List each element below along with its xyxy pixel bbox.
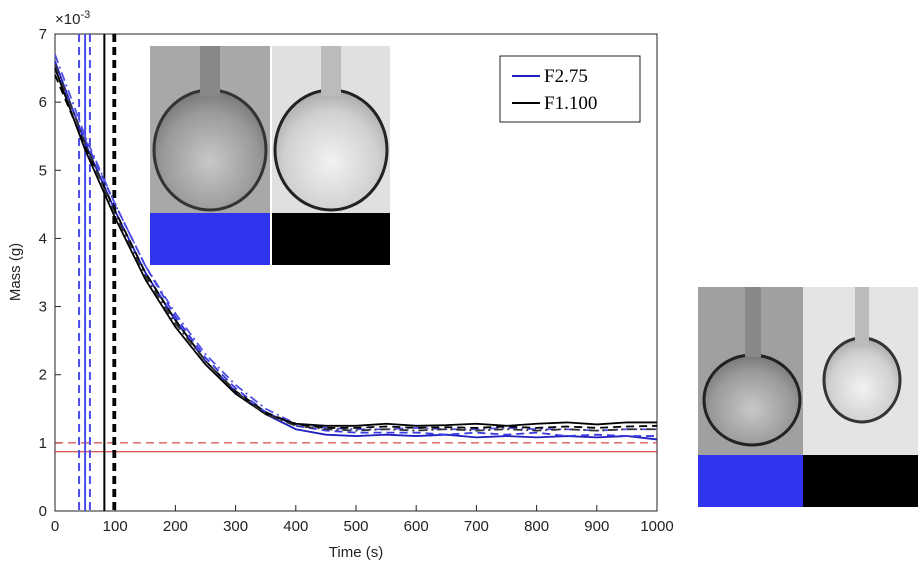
x-axis-label: Time (s)	[329, 544, 383, 561]
x-tick-label: 800	[524, 518, 549, 535]
y-tick-label: 7	[39, 26, 47, 43]
x-tick-label: 300	[223, 518, 248, 535]
legend-label: F2.75	[544, 66, 588, 87]
y-tick-label: 2	[39, 367, 47, 384]
legend-label: F1.100	[544, 93, 597, 114]
x-tick-label: 900	[584, 518, 609, 535]
series-line	[54, 54, 657, 432]
y-tick-label: 0	[39, 503, 47, 520]
plot	[54, 33, 658, 512]
y-tick-label: 4	[39, 230, 47, 247]
droplet	[273, 88, 389, 212]
droplet	[702, 353, 802, 447]
x-tick-label: 400	[283, 518, 308, 535]
y-multiplier-exponent: -3	[80, 9, 90, 21]
x-tick-label: 1000	[640, 518, 673, 535]
needle	[321, 46, 341, 96]
x-tick-label: 700	[464, 518, 489, 535]
x-tick-label: 600	[404, 518, 429, 535]
x-tick-label: 100	[103, 518, 128, 535]
y-tick-label: 1	[39, 435, 47, 452]
y-tick-label: 6	[39, 94, 47, 111]
needle	[200, 46, 220, 96]
x-tick-label: 500	[343, 518, 368, 535]
legend-box	[499, 55, 641, 123]
droplet	[822, 336, 902, 424]
series-line	[54, 74, 658, 429]
legend: F2.75 F1.100	[499, 55, 641, 123]
y-multiplier-base: ×10	[55, 11, 80, 28]
y-tick-label: 5	[39, 162, 47, 179]
swatch	[150, 213, 270, 265]
swatch	[272, 213, 390, 265]
x-tick-label: 0	[51, 518, 59, 535]
needle	[855, 287, 869, 347]
series-line	[54, 67, 657, 427]
needle	[745, 287, 761, 357]
series-line	[54, 64, 657, 432]
y-axis-label: Mass (g)	[7, 243, 24, 301]
swatch	[698, 455, 803, 507]
swatch	[803, 455, 918, 507]
droplet	[152, 88, 268, 212]
x-tick-label: 200	[163, 518, 188, 535]
y-multiplier: ×10-3	[55, 9, 90, 28]
y-tick-label: 3	[39, 299, 47, 316]
inset-photos	[150, 46, 918, 507]
